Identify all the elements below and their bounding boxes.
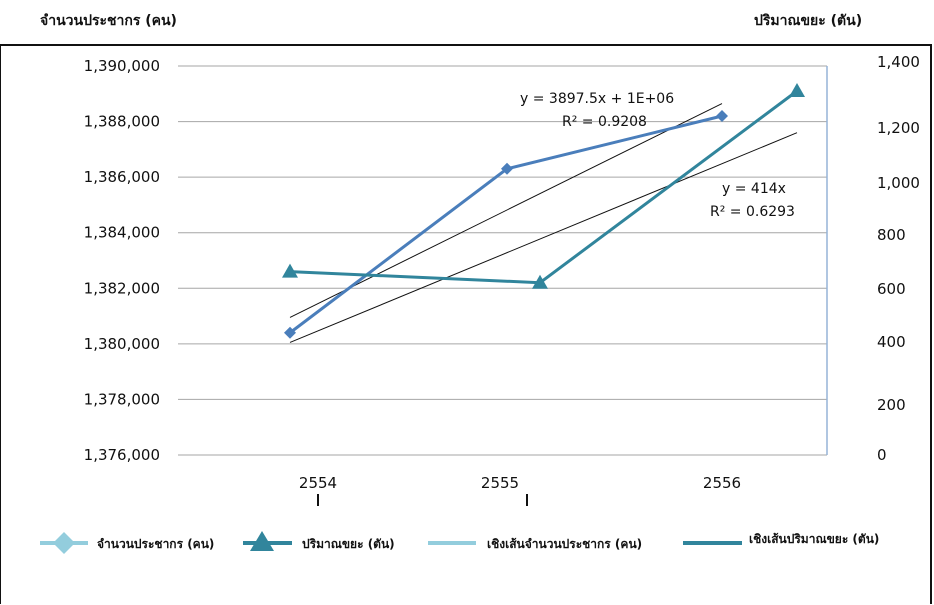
marker-waste <box>532 274 548 289</box>
y-right-axis-title: ปริมาณขยะ (ตัน) <box>754 13 863 29</box>
marker-population <box>501 162 513 175</box>
y-left-tick-label: 1,376,000 <box>84 446 160 464</box>
legend-label-population: จำนวนประชากร (คน) <box>97 537 214 551</box>
marker-waste <box>282 263 298 278</box>
series-line-population <box>289 114 723 334</box>
y-left-tick-label: 1,384,000 <box>84 224 160 242</box>
y-left-tick-label: 1,386,000 <box>84 168 160 186</box>
legend-label-trend-waste: เชิงเส้นปริมาณขยะ (ตัน) <box>749 532 879 546</box>
legend-marker-diamond <box>53 532 75 554</box>
x-tick-label: 2554 <box>299 474 337 492</box>
x-tick-label: 2555 <box>481 474 519 492</box>
legend-marker-triangle <box>250 531 274 551</box>
marker-waste <box>789 83 805 98</box>
marker-population <box>284 326 296 339</box>
y-right-tick-label: 200 <box>877 396 906 414</box>
y-right-tick-label: 400 <box>877 333 906 351</box>
x-tick-label: 2556 <box>703 474 741 492</box>
y-left-tick-label: 1,388,000 <box>84 113 160 131</box>
y-left-axis-title: จำนวนประชากร (คน) <box>40 13 177 29</box>
trendline-r2-population: R² = 0.9208 <box>562 114 647 130</box>
y-right-tick-label: 0 <box>877 446 887 464</box>
marker-population <box>716 110 728 123</box>
y-right-tick-label: 1,200 <box>877 119 920 137</box>
y-left-tick-label: 1,390,000 <box>84 57 160 75</box>
trendline-equation-waste: y = 414x <box>722 181 786 197</box>
trendline-equation-population: y = 3897.5x + 1E+06 <box>520 91 674 107</box>
y-left-tick-label: 1,378,000 <box>84 390 160 408</box>
legend-label-waste: ปริมาณขยะ (ตัน) <box>302 537 395 551</box>
y-left-tick-label: 1,382,000 <box>84 279 160 297</box>
legend-label-trend-population: เชิงเส้นจำนวนประชากร (คน) <box>487 537 642 551</box>
y-right-tick-label: 600 <box>877 280 906 298</box>
y-right-tick-label: 1,000 <box>877 174 920 192</box>
trendline-r2-waste: R² = 0.6293 <box>710 204 795 220</box>
trendline-waste <box>289 132 798 343</box>
y-right-tick-label: 1,400 <box>877 53 920 71</box>
chart-frame <box>0 44 932 604</box>
y-right-tick-label: 800 <box>877 226 906 244</box>
y-left-tick-label: 1,380,000 <box>84 335 160 353</box>
trendline-population <box>289 103 723 318</box>
